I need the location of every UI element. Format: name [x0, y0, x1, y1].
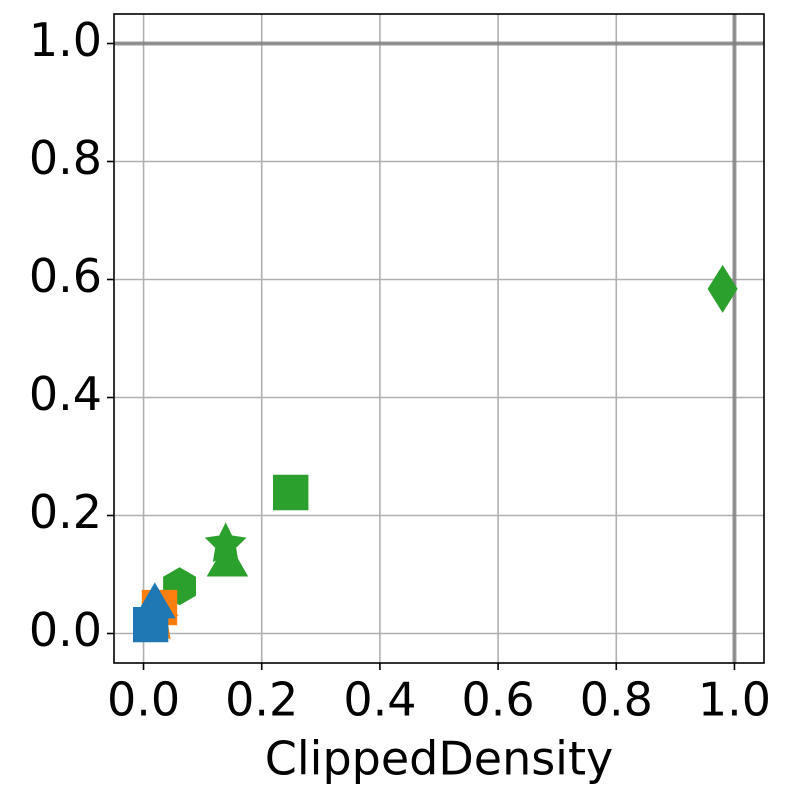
y-tick-label: 0.2	[29, 485, 102, 539]
scatter-point	[206, 540, 249, 577]
x-tick-label: 0.2	[225, 673, 298, 727]
scatter-point	[204, 522, 247, 563]
x-axis-label: ClippedDensity	[265, 732, 613, 786]
scatter-point	[133, 607, 169, 643]
scatter-point	[707, 264, 738, 313]
y-tick-label: 0.8	[29, 131, 102, 185]
y-tick-label: 0.6	[29, 249, 102, 303]
y-tick-label: 0.4	[29, 367, 102, 421]
y-tick-label: 1.0	[29, 13, 102, 67]
x-tick-label: 0.8	[580, 673, 653, 727]
scatter-point	[273, 474, 309, 511]
x-tick-label: 0.6	[462, 673, 535, 727]
plot-frame	[113, 13, 765, 664]
y-tick-label: 0.0	[29, 603, 102, 657]
x-tick-label: 0.0	[107, 673, 180, 727]
x-tick-label: 1.0	[698, 673, 771, 727]
x-tick-label: 0.4	[343, 673, 416, 727]
